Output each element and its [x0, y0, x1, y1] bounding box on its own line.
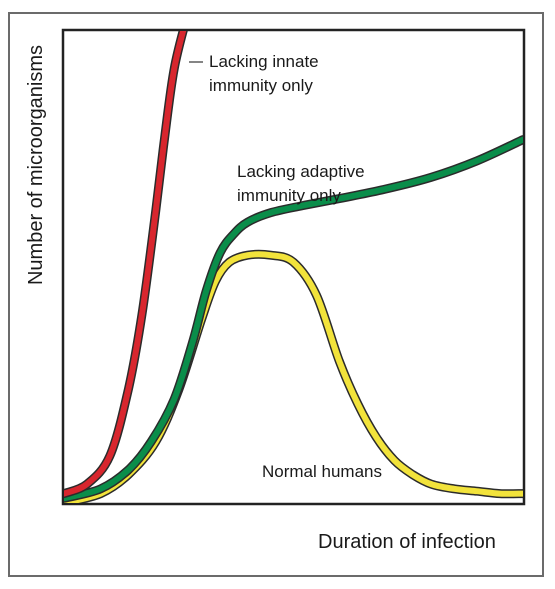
series-innate-line — [64, 31, 187, 497]
y-axis-label: Number of microorganisms — [25, 45, 47, 285]
label-innate-text: Lacking innate — [209, 52, 319, 71]
series-layer — [64, 31, 523, 503]
label-normal: Normal humans — [262, 462, 382, 481]
label-adaptive: Lacking adaptive immunity only — [237, 162, 369, 205]
label-adaptive-text-2: immunity only — [237, 186, 341, 205]
label-normal-text: Normal humans — [262, 462, 382, 481]
series-adaptive-line — [64, 136, 523, 502]
figure-frame — [8, 12, 544, 577]
x-axis-label: Duration of infection — [318, 531, 496, 553]
label-innate: Lacking innate immunity only — [209, 52, 323, 95]
label-innate-text-2: immunity only — [209, 76, 313, 95]
label-adaptive-text: Lacking adaptive — [237, 162, 365, 181]
plot-area — [61, 28, 526, 506]
